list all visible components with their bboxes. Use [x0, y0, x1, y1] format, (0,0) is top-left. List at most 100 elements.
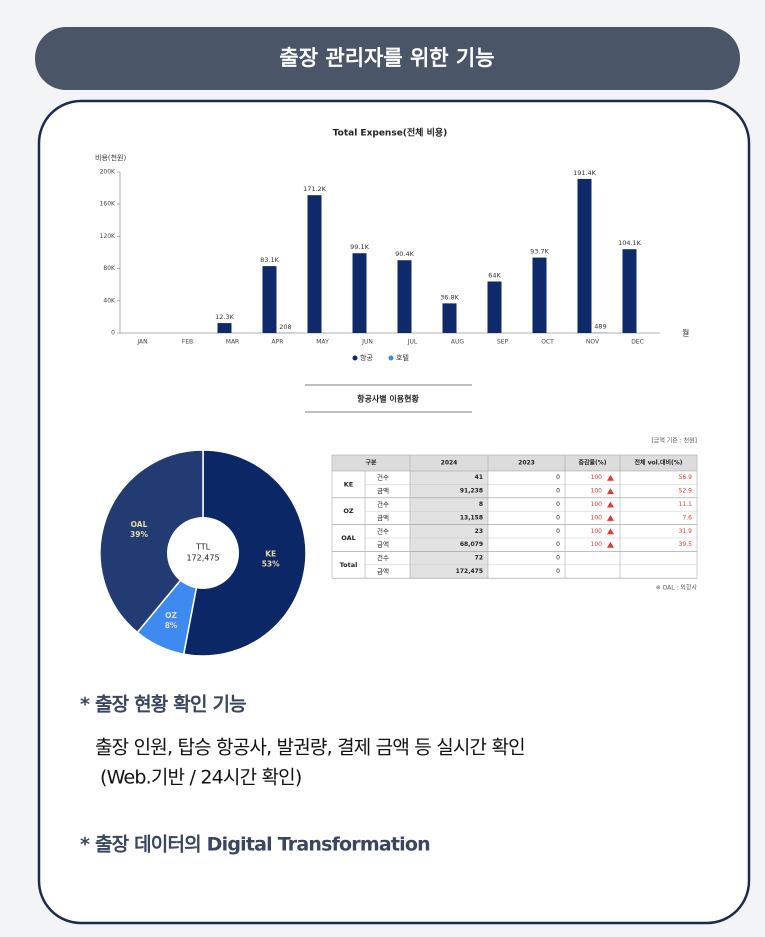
row-label: 금액: [377, 514, 389, 522]
table-cell: 0: [556, 568, 560, 575]
bar: [217, 323, 232, 333]
row-label: 금액: [377, 568, 389, 576]
data-label: 64K: [488, 271, 501, 279]
row-label: 건수: [377, 526, 389, 535]
table-cell: 41: [475, 474, 483, 481]
slice-label: OAL: [131, 520, 148, 529]
y-tick-label: 0: [111, 330, 115, 337]
x-tick-label: FEB: [182, 339, 193, 346]
bar: [622, 249, 637, 333]
data-label: 171.2K: [303, 185, 327, 193]
y-tick-label: 80K: [103, 265, 116, 272]
y-tick-label: 120K: [100, 233, 116, 240]
table-header-bg: [332, 455, 697, 471]
table-cell: 31.9: [679, 528, 693, 535]
data-label: 36.8K: [440, 293, 459, 301]
table-cell: 100: [591, 541, 603, 548]
table-cell: 11.1: [679, 501, 693, 508]
table-cell: 56.9: [679, 474, 693, 481]
table-header: 2023: [518, 460, 535, 467]
table-header: 2024: [441, 460, 458, 467]
x-tick-label: OCT: [541, 339, 554, 346]
slice-value: 39%: [130, 530, 148, 539]
x-tick-label: NOV: [586, 339, 600, 346]
data-label: 99.1K: [350, 243, 369, 251]
header-title: 출장 관리자를 위한 기능: [279, 46, 494, 70]
y-tick-label: 160K: [100, 201, 116, 208]
legend-label: 항공: [360, 353, 373, 362]
feature-line: 출장 인원, 탑승 항공사, 발권량, 결제 금액 등 실시간 확인: [95, 737, 525, 759]
table-cell: 13,158: [460, 514, 483, 521]
table-cell: 39.5: [679, 541, 693, 548]
center-value: 172,475: [186, 554, 219, 563]
legend-marker: [388, 355, 394, 361]
data-label: 104.1K: [618, 239, 642, 247]
row-label: 건수: [377, 553, 389, 562]
x-unit-label: 월: [682, 328, 689, 338]
table-cell: 91,238: [460, 488, 483, 495]
chart-title: Total Expense(전체 비용): [333, 127, 448, 139]
x-tick-label: APR: [272, 339, 284, 346]
card: [37, 99, 751, 925]
legend-marker: [352, 355, 358, 361]
table-cell: 23: [475, 528, 483, 535]
x-tick-label: MAR: [226, 339, 239, 346]
up-arrow: [607, 474, 614, 481]
table-header: 구분: [365, 459, 377, 467]
bar: [487, 281, 502, 333]
table-cell: 100: [591, 488, 603, 495]
table-cell: 100: [591, 474, 603, 481]
row-label: 금액: [377, 487, 389, 495]
x-tick-label: SEP: [497, 339, 509, 346]
table-cell: 0: [556, 474, 560, 481]
up-arrow: [607, 501, 614, 508]
data-label: 208: [279, 323, 291, 331]
x-tick-label: AUG: [451, 339, 464, 346]
feature-heading: * 출장 현황 확인 기능: [80, 693, 246, 716]
table-cell: 8: [479, 501, 483, 508]
data-label: 83.1K: [260, 256, 279, 264]
donut-hole: [167, 517, 239, 589]
data-label: 12.3K: [215, 313, 234, 321]
header-bar: [35, 27, 740, 90]
x-tick-label: DEC: [631, 339, 644, 346]
legend-label: 호텔: [396, 354, 409, 362]
table-cell: 0: [556, 501, 560, 508]
table-cell: 172,475: [456, 568, 483, 575]
table-cell: 100: [591, 514, 603, 521]
bar: [352, 253, 367, 333]
table-cell: 0: [556, 555, 560, 562]
up-arrow: [607, 528, 614, 535]
table-cell: 0: [556, 488, 560, 495]
table-cell: 52.9: [679, 488, 693, 495]
table-cell: 68,079: [460, 541, 483, 548]
table-cell: 7.6: [682, 514, 692, 521]
group-name: OZ: [343, 507, 354, 515]
group-name: KE: [344, 480, 353, 488]
bar: [262, 266, 277, 333]
table-note: [금액 기준 : 천원]: [651, 437, 697, 445]
slice-value: 53%: [262, 559, 280, 568]
up-arrow: [607, 488, 614, 495]
pie-slice: [182, 449, 307, 657]
table-header: 전체 vol.대비(%): [634, 459, 682, 467]
data-label: 191.4K: [573, 169, 597, 177]
y-axis-label: 비용(천원): [95, 153, 126, 162]
table-cell: 100: [591, 501, 603, 508]
y-tick-label: 40K: [103, 297, 116, 304]
x-tick-label: JUL: [407, 339, 418, 346]
center-label: TTL: [195, 543, 211, 552]
row-label: 건수: [377, 473, 389, 482]
table-cell: 0: [556, 528, 560, 535]
x-tick-label: JAN: [136, 339, 147, 346]
data-label: 489: [594, 323, 606, 331]
data-label: 93.7K: [530, 248, 549, 256]
group-name: Total: [340, 561, 358, 569]
table-header: 증감율(%): [578, 459, 606, 467]
table-cell: 72: [475, 555, 483, 562]
section-title: 항공사별 이용현황: [357, 394, 419, 404]
slice-label: KE: [265, 549, 276, 558]
up-arrow: [607, 541, 614, 548]
